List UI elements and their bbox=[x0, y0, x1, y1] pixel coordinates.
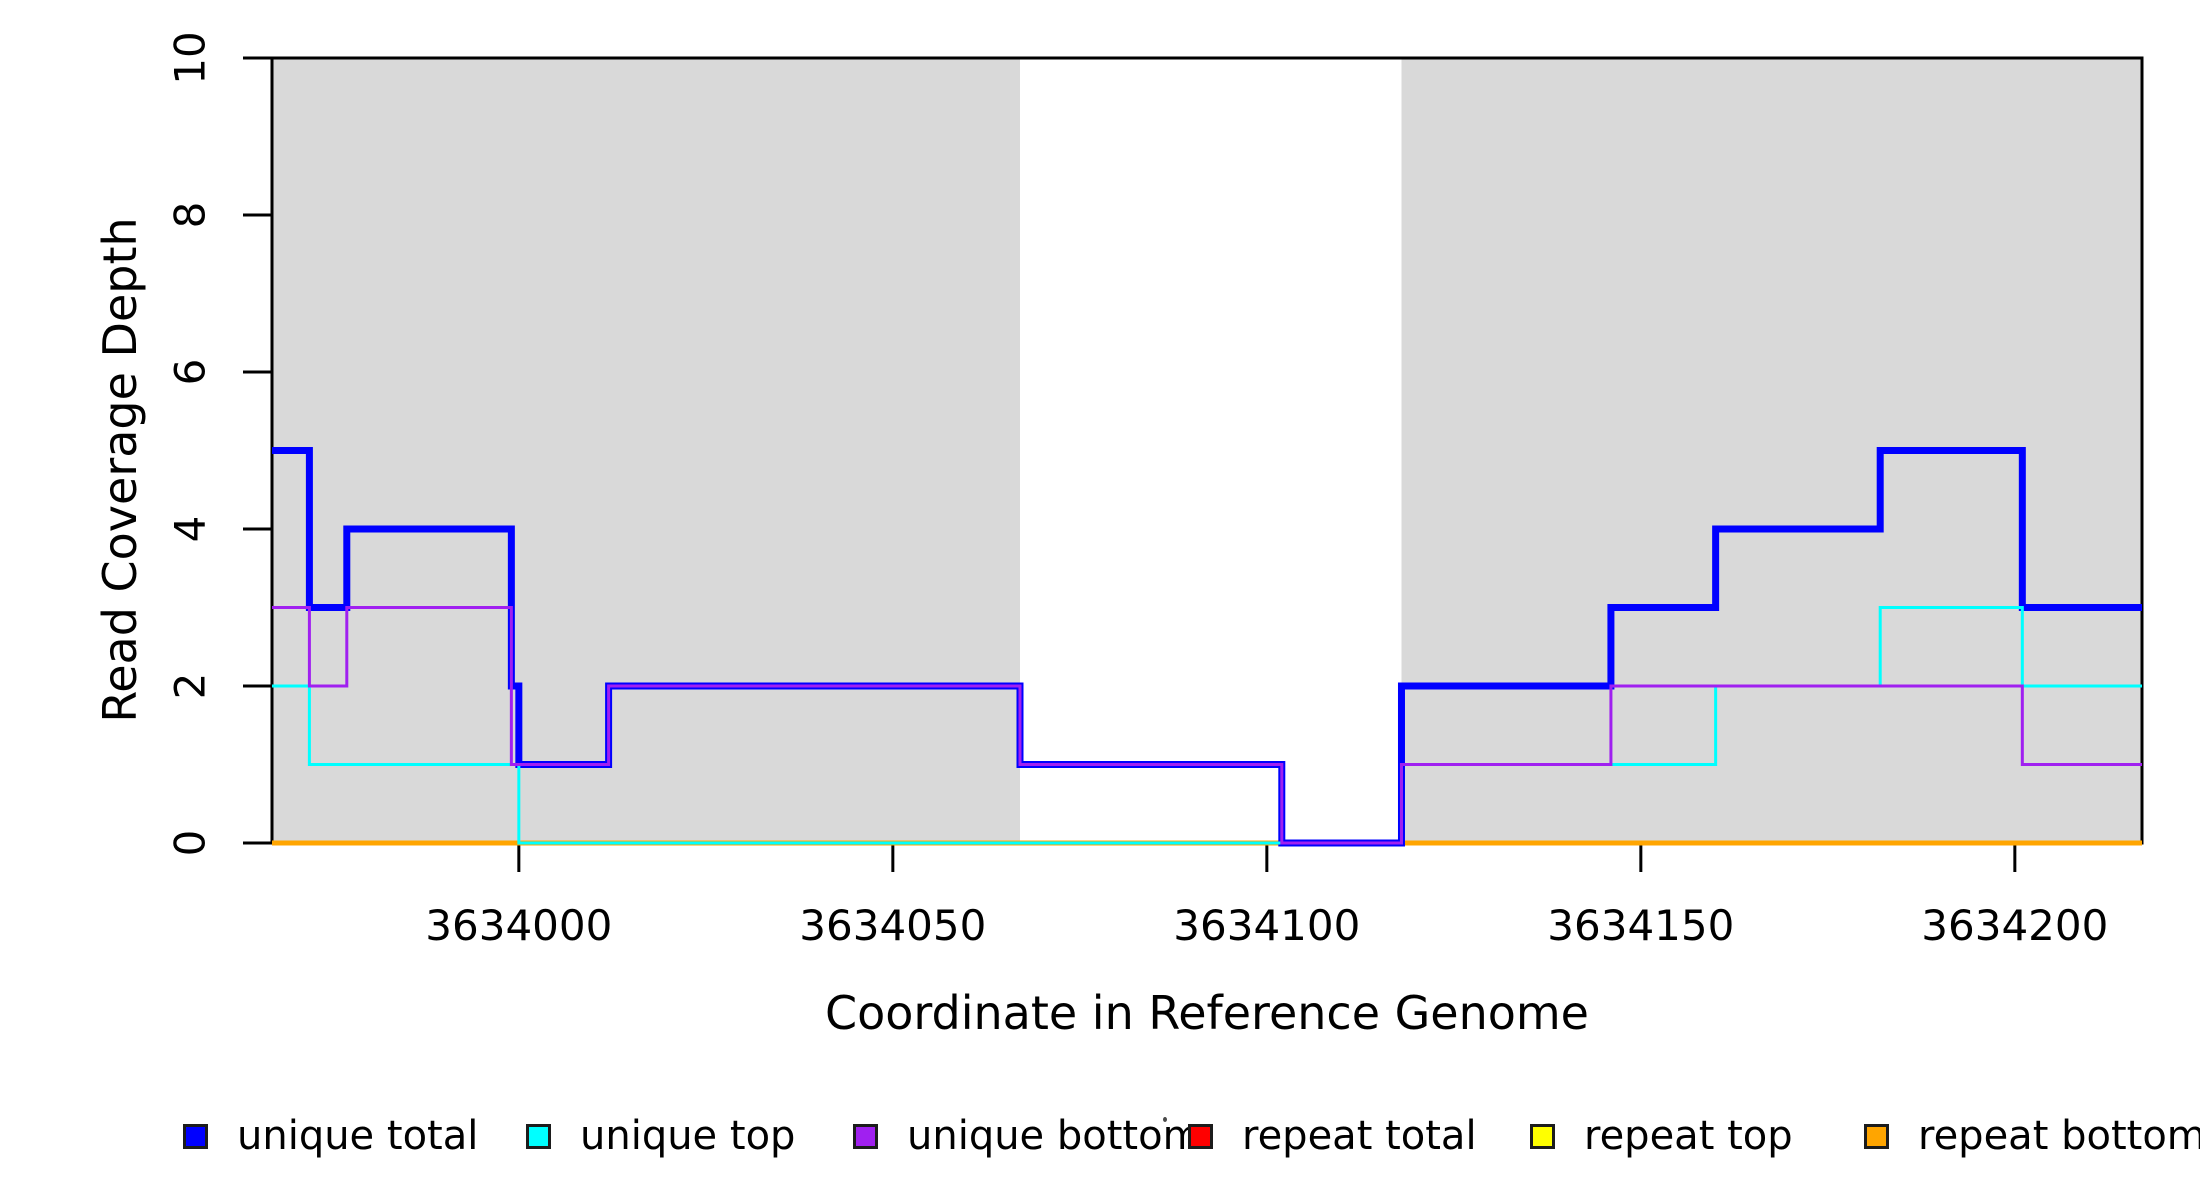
legend-item-repeat-total: repeat total bbox=[1188, 1113, 1477, 1159]
x-tick-label: 3634000 bbox=[425, 901, 612, 950]
legend-item-unique-total: unique total bbox=[183, 1113, 479, 1159]
stray-dot-artifact bbox=[1163, 1117, 1167, 1122]
x-tick-label: 3634100 bbox=[1173, 901, 1360, 950]
legend-item-repeat-top: repeat top bbox=[1530, 1113, 1793, 1159]
y-tick-label: 6 bbox=[166, 359, 215, 386]
legend-label: repeat total bbox=[1242, 1113, 1477, 1159]
x-tick-label: 3634200 bbox=[1921, 901, 2108, 950]
unique-top-swatch-icon bbox=[526, 1123, 551, 1149]
legend-item-unique-top: unique top bbox=[526, 1113, 796, 1159]
y-tick-label: 0 bbox=[166, 830, 215, 857]
legend-label: repeat bottom bbox=[1918, 1113, 2200, 1159]
legend-label: unique top bbox=[580, 1113, 796, 1159]
legend-label: unique total bbox=[237, 1113, 479, 1159]
x-tick-label: 3634150 bbox=[1547, 901, 1734, 950]
legend-item-unique-bottom: unique bottom bbox=[853, 1113, 1202, 1159]
y-tick-label: 2 bbox=[166, 673, 215, 700]
y-tick-label: 10 bbox=[166, 31, 215, 84]
y-tick-label: 8 bbox=[166, 202, 215, 229]
legend-item-repeat-bottom: repeat bottom bbox=[1864, 1113, 2200, 1159]
series-line-unique-bottom bbox=[272, 606, 2142, 845]
legend-label: unique bottom bbox=[907, 1113, 1202, 1159]
x-axis-title: Coordinate in Reference Genome bbox=[825, 986, 1589, 1040]
shaded-region bbox=[1401, 58, 2142, 843]
unique-total-swatch-icon bbox=[183, 1123, 208, 1149]
x-tick-label: 3634050 bbox=[799, 901, 986, 950]
y-tick-label: 4 bbox=[166, 516, 215, 543]
repeat-bottom-swatch-icon bbox=[1864, 1123, 1889, 1149]
shaded-region bbox=[272, 58, 1020, 843]
repeat-top-swatch-icon bbox=[1530, 1123, 1555, 1149]
y-axis-title: Read Coverage Depth bbox=[93, 217, 147, 723]
repeat-total-swatch-icon bbox=[1188, 1123, 1213, 1149]
legend-label: repeat top bbox=[1584, 1113, 1793, 1159]
unique-bottom-swatch-icon bbox=[853, 1123, 878, 1149]
